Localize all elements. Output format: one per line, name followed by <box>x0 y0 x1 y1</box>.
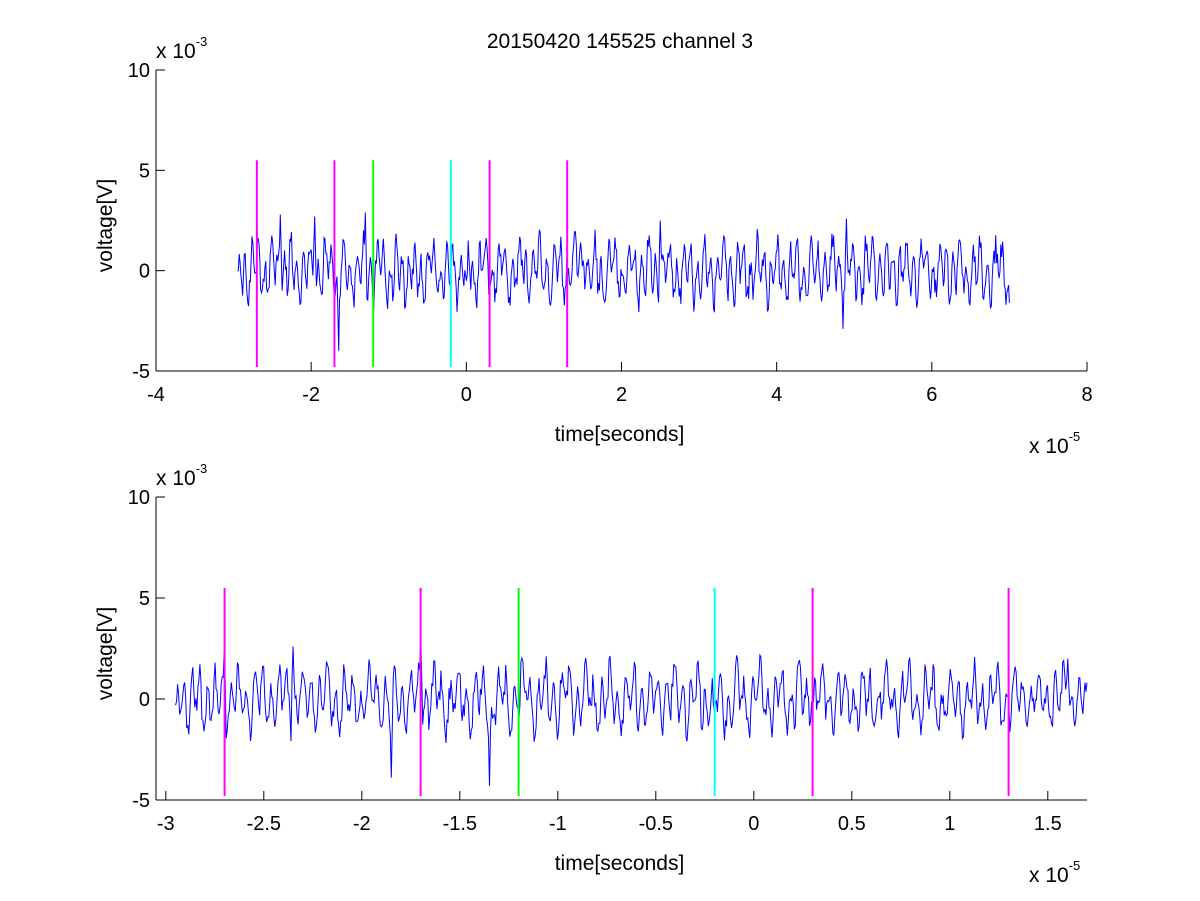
y-axis-label: voltage[V] <box>94 179 117 272</box>
y-axis-label: voltage[V] <box>94 607 117 700</box>
y-multiplier-exp: -3 <box>196 34 208 49</box>
figure-title: 20150420 145525 channel 3 <box>487 30 753 53</box>
y-tick-label: 0 <box>139 689 150 711</box>
y-multiplier-base: x 10 <box>156 467 196 490</box>
x-tick-label: 1.5 <box>1034 813 1062 835</box>
x-tick-label: 1 <box>944 813 955 835</box>
x-tick-label: 8 <box>1081 384 1092 406</box>
x-tick-label: 0.5 <box>838 813 866 835</box>
x-tick-label: -1 <box>549 813 567 835</box>
signal-trace <box>237 212 1010 351</box>
x-tick-label: -2.5 <box>247 813 281 835</box>
y-multiplier-exp: -3 <box>196 461 208 476</box>
x-tick-label: -1.5 <box>443 813 477 835</box>
x-multiplier: x 10-5 <box>1029 429 1080 458</box>
y-multiplier-base: x 10 <box>156 40 196 63</box>
x-tick-label: -3 <box>157 813 175 835</box>
y-multiplier: x 10-3 <box>156 34 207 63</box>
x-axis-label: time[seconds] <box>555 423 685 446</box>
y-tick-label: 0 <box>139 261 150 283</box>
x-multiplier-base: x 10 <box>1029 864 1069 887</box>
y-tick-label: 10 <box>128 60 150 82</box>
y-tick-label: -5 <box>132 790 150 812</box>
x-tick-label: -2 <box>353 813 371 835</box>
x-multiplier-exp: -5 <box>1069 429 1081 444</box>
x-tick-label: 0 <box>461 384 472 406</box>
x-tick-label: -0.5 <box>639 813 673 835</box>
x-multiplier-base: x 10 <box>1029 435 1069 458</box>
y-tick-label: -5 <box>132 361 150 383</box>
x-axis-label: time[seconds] <box>555 852 685 875</box>
y-tick-label: 5 <box>139 588 150 610</box>
x-multiplier-exp: -5 <box>1069 858 1081 873</box>
signal-trace <box>175 634 1088 786</box>
x-tick-label: 4 <box>771 384 782 406</box>
y-tick-label: 5 <box>139 160 150 182</box>
y-tick-label: 10 <box>128 487 150 509</box>
x-tick-label: 6 <box>926 384 937 406</box>
x-tick-label: -4 <box>147 384 165 406</box>
y-multiplier: x 10-3 <box>156 461 207 490</box>
x-tick-label: -2 <box>302 384 320 406</box>
x-tick-label: 0 <box>748 813 759 835</box>
x-multiplier: x 10-5 <box>1029 858 1080 887</box>
x-tick-label: 2 <box>616 384 627 406</box>
